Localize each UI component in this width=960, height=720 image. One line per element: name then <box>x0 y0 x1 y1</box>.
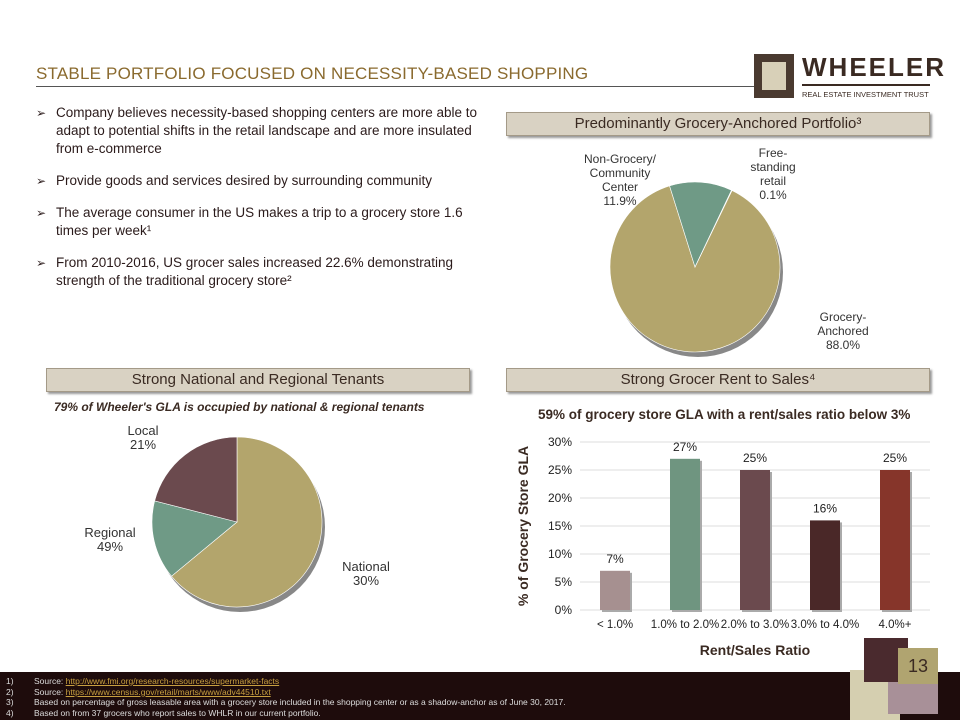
tenants-subtitle: 79% of Wheeler's GLA is occupied by nati… <box>54 400 425 414</box>
pie-label-regional: Regional 49% <box>84 525 136 554</box>
y-tick-label: 30% <box>548 435 572 449</box>
footnotes: 1) Source: http://www.fmi.org/research-re… <box>0 672 960 720</box>
bar <box>880 470 910 610</box>
tenants-pie-chart <box>151 436 325 612</box>
pie-label-free-standing: Free-standing retail 0.1% <box>750 146 796 202</box>
y-tick-label: 5% <box>555 575 573 589</box>
bullet: The average consumer in the US makes a t… <box>36 204 486 240</box>
bar-data-label: 25% <box>883 451 907 465</box>
x-tick-label: 3.0% to 4.0% <box>791 619 859 631</box>
pie-label-grocery-anchored: Grocery-Anchored 88.0% <box>817 310 869 352</box>
y-axis-label: % of Grocery Store GLA <box>515 446 531 606</box>
bullet: From 2010-2016, US grocer sales increase… <box>36 254 486 290</box>
y-tick-label: 25% <box>548 463 572 477</box>
pie-slice-grocery-anchored <box>609 185 781 353</box>
pie-slice-national <box>171 436 323 608</box>
rent-sales-bar-chart: 0% 5% 10% 15% 20% 25% 30% 7% < 1.0% 27% 1.0% to 2.… <box>515 435 930 658</box>
footnote: 3) Based on percentage of gross leasable … <box>6 697 566 707</box>
bar-chart-title: 59% of grocery store GLA with a rent/sal… <box>538 407 911 422</box>
y-tick-label: 15% <box>548 519 572 533</box>
footnote: 4) Based on from 37 grocers who report sa… <box>6 707 321 718</box>
pie-slice-regional <box>151 500 238 577</box>
bullet: Provide goods and services desired by su… <box>36 172 486 190</box>
page-number: 13 <box>898 648 938 684</box>
bar <box>600 570 630 610</box>
x-tick-label: 1.0% to 2.0% <box>651 619 719 631</box>
x-tick-label: 2.0% to 3.0% <box>721 619 789 631</box>
bullet-list: Company believes necessity-based shoppin… <box>36 104 486 304</box>
logo-mark-icon <box>754 54 794 98</box>
y-tick-label: 20% <box>548 491 572 505</box>
footnote: 2) Source: https://www.census.gov/retail/… <box>6 686 271 697</box>
x-tick-label: 4.0%+ <box>879 619 912 631</box>
logo-tagline: REAL ESTATE INVESTMENT TRUST <box>802 90 929 99</box>
section-header-grocery: Predominantly Grocery-Anchored Portfolio… <box>506 112 930 136</box>
bar-data-label: 16% <box>813 501 837 515</box>
footnote-link[interactable]: http://www.fmi.org/research-resources/su… <box>65 676 280 686</box>
pie-label-national: National 30% <box>342 559 390 588</box>
y-tick-label: 10% <box>548 547 572 561</box>
bar-data-label: 7% <box>606 552 624 566</box>
bar <box>740 470 770 610</box>
pie-label-local: Local 21% <box>127 423 159 452</box>
bar-data-label: 27% <box>673 440 697 454</box>
pie-slice-free-standing-retail <box>694 189 733 268</box>
title-divider <box>36 86 756 87</box>
pie-slice-non-grocery-community-center <box>669 181 732 268</box>
pie-slice-local <box>154 436 238 523</box>
wheeler-logo: WHEELER REAL ESTATE INVESTMENT TRUST <box>754 52 944 104</box>
bar-data-label: 25% <box>743 451 767 465</box>
bullet: Company believes necessity-based shoppin… <box>36 104 486 158</box>
page-title: STABLE PORTFOLIO FOCUSED ON NECESSITY-BA… <box>36 64 589 83</box>
logo-name: WHEELER <box>802 52 946 82</box>
footnote: 1) Source: http://www.fmi.org/research-re… <box>6 676 280 686</box>
y-tick-label: 0% <box>555 603 573 617</box>
bar <box>670 458 700 610</box>
bar <box>810 520 840 610</box>
grocery-pie-chart <box>609 181 783 357</box>
pie-label-non-grocery: Non-Grocery/ Community Center 11.9% <box>583 152 657 208</box>
section-header-tenants: Strong National and Regional Tenants <box>46 368 470 392</box>
x-axis-label: Rent/Sales Ratio <box>700 642 810 658</box>
footnote-link[interactable]: https://www.census.gov/retail/marts/www/… <box>65 686 271 697</box>
logo-bar <box>802 84 930 86</box>
section-header-rent-sales: Strong Grocer Rent to Sales⁴ <box>506 368 930 392</box>
x-tick-label: < 1.0% <box>597 619 633 631</box>
